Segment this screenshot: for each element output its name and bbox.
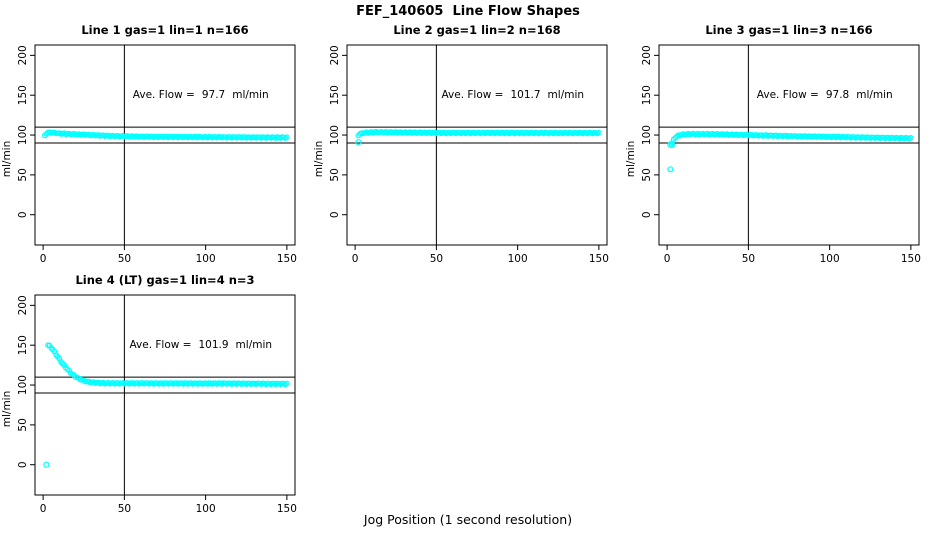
plot-canvas: 0 50 100 150 0 50 100 150 200 ml/min Line 4 (LT) g… xyxy=(1,273,297,515)
y-axis-label: ml/min xyxy=(1,391,13,427)
subplot-line-1: 0 50 100 150 0 50 100 150 200 ml/min Line 1 gas=1 … xyxy=(0,18,312,268)
svg-text:200: 200 xyxy=(17,295,29,315)
y-axis-label: ml/min xyxy=(313,141,325,177)
tick-labels: 0 50 100 150 0 50 100 150 200 xyxy=(17,295,297,515)
svg-text:0: 0 xyxy=(664,253,671,265)
svg-text:100: 100 xyxy=(17,375,29,395)
plot-frame xyxy=(654,44,920,250)
svg-text:50: 50 xyxy=(641,168,653,181)
svg-text:50: 50 xyxy=(742,253,755,265)
svg-text:50: 50 xyxy=(430,253,443,265)
svg-text:50: 50 xyxy=(17,418,29,431)
ave-flow-annotation: Ave. Flow = 101.7 ml/min xyxy=(441,89,584,101)
svg-text:100: 100 xyxy=(196,253,216,265)
svg-text:200: 200 xyxy=(329,45,341,65)
data-points xyxy=(41,129,290,141)
svg-text:0: 0 xyxy=(40,253,47,265)
subplot-title: Line 1 gas=1 lin=1 n=166 xyxy=(81,23,248,37)
svg-text:100: 100 xyxy=(17,125,29,145)
svg-text:0: 0 xyxy=(641,211,653,218)
data-points xyxy=(355,128,602,146)
svg-text:0: 0 xyxy=(17,461,29,468)
data-points xyxy=(667,130,914,173)
tick-labels: 0 50 100 150 0 50 100 150 200 xyxy=(641,45,921,265)
plot-frame xyxy=(30,44,296,250)
svg-text:0: 0 xyxy=(40,503,47,515)
svg-text:150: 150 xyxy=(329,85,341,105)
svg-text:150: 150 xyxy=(17,85,29,105)
tick-labels: 0 50 100 150 0 50 100 150 200 xyxy=(329,45,609,265)
data-points xyxy=(43,342,290,468)
svg-text:100: 100 xyxy=(641,125,653,145)
y-axis-label: ml/min xyxy=(1,141,13,177)
plot-canvas: 0 50 100 150 0 50 100 150 200 ml/min Line 3 gas=1 … xyxy=(625,23,921,265)
svg-text:0: 0 xyxy=(352,253,359,265)
svg-text:150: 150 xyxy=(641,85,653,105)
plot-frame xyxy=(30,294,296,500)
subplot-title: Line 4 (LT) gas=1 lin=4 n=3 xyxy=(75,273,254,287)
svg-text:100: 100 xyxy=(329,125,341,145)
subplot-line-4: 0 50 100 150 0 50 100 150 200 ml/min Line 4 (LT) g… xyxy=(0,268,312,518)
reference-lines xyxy=(35,295,295,495)
svg-text:50: 50 xyxy=(17,168,29,181)
subplot-title: Line 3 gas=1 lin=3 n=166 xyxy=(705,23,872,37)
ave-flow-annotation: Ave. Flow = 97.8 ml/min xyxy=(757,89,893,101)
svg-text:0: 0 xyxy=(17,211,29,218)
svg-text:100: 100 xyxy=(196,503,216,515)
plot-frame xyxy=(342,44,608,250)
ave-flow-annotation: Ave. Flow = 97.7 ml/min xyxy=(133,89,269,101)
reference-lines xyxy=(35,45,295,245)
tick-labels: 0 50 100 150 0 50 100 150 200 xyxy=(17,45,297,265)
svg-text:100: 100 xyxy=(508,253,528,265)
subplot-line-3: 0 50 100 150 0 50 100 150 200 ml/min Line 3 gas=1 … xyxy=(624,18,936,268)
figure-title: FEF_140605 Line Flow Shapes xyxy=(356,4,580,19)
subplot-title: Line 2 gas=1 lin=2 n=168 xyxy=(393,23,560,37)
svg-text:150: 150 xyxy=(589,253,609,265)
svg-text:0: 0 xyxy=(329,211,341,218)
ave-flow-annotation: Ave. Flow = 101.9 ml/min xyxy=(129,339,272,351)
svg-text:50: 50 xyxy=(118,503,131,515)
reference-lines xyxy=(347,45,607,245)
y-axis-label: ml/min xyxy=(625,141,637,177)
svg-text:50: 50 xyxy=(329,168,341,181)
svg-text:150: 150 xyxy=(277,253,297,265)
svg-text:50: 50 xyxy=(118,253,131,265)
svg-text:200: 200 xyxy=(641,45,653,65)
svg-text:200: 200 xyxy=(17,45,29,65)
x-axis-label: Jog Position (1 second resolution) xyxy=(363,512,573,527)
reference-lines xyxy=(659,45,919,245)
plot-canvas: 0 50 100 150 0 50 100 150 200 ml/min Line 2 gas=1 … xyxy=(313,23,609,265)
svg-text:150: 150 xyxy=(17,335,29,355)
subplot-line-2: 0 50 100 150 0 50 100 150 200 ml/min Line 2 gas=1 … xyxy=(312,18,624,268)
svg-text:150: 150 xyxy=(277,503,297,515)
svg-text:150: 150 xyxy=(901,253,921,265)
plot-canvas: 0 50 100 150 0 50 100 150 200 ml/min Line 1 gas=1 … xyxy=(1,23,297,265)
svg-text:100: 100 xyxy=(820,253,840,265)
